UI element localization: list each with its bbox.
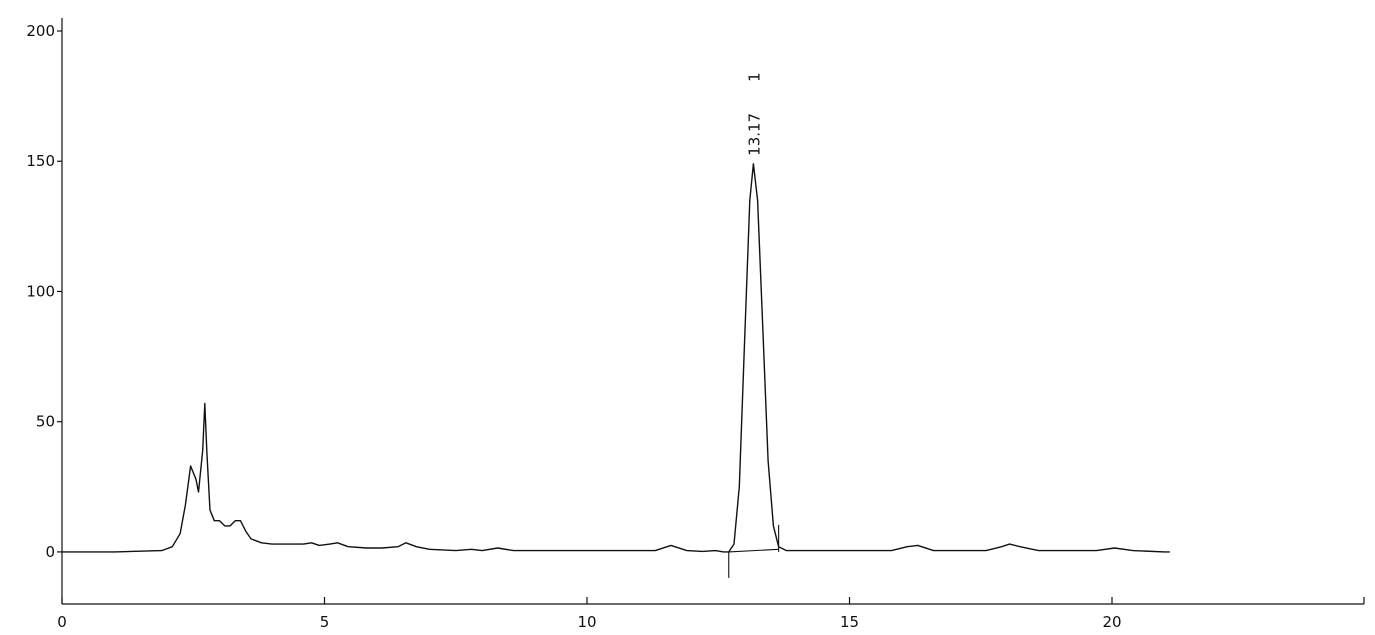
integration-baseline <box>728 548 779 553</box>
x-tick-label: 20 <box>1102 613 1121 631</box>
peak-number-label: 1 <box>745 72 763 82</box>
y-tick-label: 200 <box>26 22 55 40</box>
y-tick-label: 100 <box>26 282 55 300</box>
y-axis-ticks: 0 50 100 150 200 <box>26 22 62 561</box>
signal-trace <box>62 163 1170 553</box>
x-tick-label: 15 <box>840 613 859 631</box>
y-tick-label: 0 <box>45 543 55 561</box>
peak-time-label: 13.17 <box>745 113 763 156</box>
x-tick-label: 10 <box>577 613 596 631</box>
y-tick-label: 50 <box>36 413 55 431</box>
x-tick-label: 0 <box>57 613 67 631</box>
peak-labels: 13.17 1 <box>745 72 763 156</box>
x-axis-ticks: 0 5 10 15 20 <box>57 597 1122 631</box>
x-tick-label: 5 <box>320 613 330 631</box>
y-tick-label: 150 <box>26 152 55 170</box>
